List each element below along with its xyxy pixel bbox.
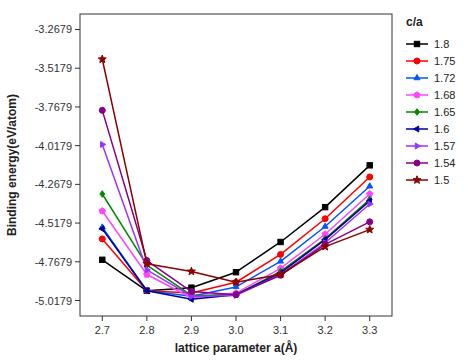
y-axis-label: Binding energy(eV/atom) bbox=[5, 94, 19, 236]
legend-marker bbox=[414, 75, 420, 80]
legend-label: 1.6 bbox=[434, 123, 449, 135]
legend-marker bbox=[414, 58, 420, 64]
x-tick bbox=[325, 316, 326, 321]
x-tick-label: 2.8 bbox=[139, 324, 154, 336]
x-tick bbox=[280, 316, 281, 321]
x-tick bbox=[191, 316, 192, 321]
point bbox=[322, 223, 328, 228]
y-tick-label: -3.2679 bbox=[35, 23, 72, 35]
legend-label: 1.5 bbox=[434, 174, 449, 186]
y-tick bbox=[75, 145, 80, 146]
y-tick-label: -4.2679 bbox=[35, 178, 72, 190]
legend: c/a 1.8 1.75 1.72 1.68 1.65 1.6 1.57 1.54 1.5 bbox=[406, 15, 455, 186]
y-tick-label: -3.5179 bbox=[35, 62, 72, 74]
legend-title: c/a bbox=[406, 15, 423, 29]
y-tick-label: -4.5179 bbox=[35, 217, 72, 229]
plot-frame bbox=[80, 14, 392, 316]
legend-marker bbox=[413, 176, 421, 184]
x-tick bbox=[102, 316, 103, 321]
legend-label: 1.54 bbox=[434, 157, 455, 169]
y-tick bbox=[75, 106, 80, 107]
point bbox=[367, 183, 373, 188]
legend-label: 1.65 bbox=[434, 106, 455, 118]
plot-data bbox=[98, 55, 373, 302]
x-tick bbox=[236, 316, 237, 321]
y-tick bbox=[75, 68, 80, 69]
legend-label: 1.68 bbox=[434, 89, 455, 101]
x-tick-label: 2.9 bbox=[184, 324, 199, 336]
legend-label: 1.75 bbox=[434, 55, 455, 67]
legend-marker bbox=[414, 41, 419, 46]
legend-marker bbox=[415, 143, 420, 149]
legend-label: 1.72 bbox=[434, 72, 455, 84]
point bbox=[143, 259, 151, 267]
point bbox=[321, 242, 329, 250]
point bbox=[233, 269, 238, 274]
y-tick bbox=[75, 223, 80, 224]
point bbox=[367, 163, 372, 168]
series-line bbox=[102, 144, 369, 296]
legend-marker bbox=[414, 126, 419, 132]
y-tick-label: -4.7679 bbox=[35, 256, 72, 268]
point bbox=[100, 191, 105, 198]
series bbox=[99, 191, 373, 301]
point bbox=[367, 174, 373, 180]
x-axis-label: lattice parameter a(Å) bbox=[175, 340, 298, 355]
series bbox=[99, 107, 372, 297]
legend-label: 1.8 bbox=[434, 38, 449, 50]
point bbox=[187, 267, 195, 275]
series bbox=[101, 141, 374, 299]
series-line bbox=[102, 110, 369, 294]
point bbox=[367, 219, 373, 225]
point bbox=[99, 107, 105, 113]
x-tick-label: 3.1 bbox=[273, 324, 288, 336]
y-tick-label: -3.7679 bbox=[35, 101, 72, 113]
legend-label: 1.57 bbox=[434, 140, 455, 152]
point bbox=[322, 204, 327, 209]
y-tick-label: -5.0179 bbox=[35, 295, 72, 307]
series-line bbox=[102, 59, 369, 282]
point bbox=[101, 141, 106, 147]
point bbox=[234, 291, 239, 298]
point bbox=[98, 55, 106, 63]
point bbox=[278, 258, 284, 263]
point bbox=[99, 208, 105, 214]
point bbox=[368, 201, 373, 207]
y-tick bbox=[75, 184, 80, 185]
legend-marker bbox=[414, 160, 420, 166]
point bbox=[232, 278, 240, 286]
point bbox=[143, 288, 148, 294]
y-tick bbox=[75, 29, 80, 30]
x-tick-label: 3.2 bbox=[317, 324, 332, 336]
point bbox=[188, 289, 194, 295]
point bbox=[100, 257, 105, 262]
point bbox=[278, 239, 283, 244]
point bbox=[322, 216, 328, 222]
legend-marker bbox=[415, 109, 420, 116]
point bbox=[277, 270, 285, 278]
axes: 2.7 2.8 2.9 3.0 3.1 3.2 3.3 -5.0179 -4.7679 -4.51… bbox=[35, 14, 392, 336]
chart: 2.7 2.8 2.9 3.0 3.1 3.2 3.3 -5.0179 -4.7679 -4.51… bbox=[0, 0, 474, 362]
series-line bbox=[102, 201, 369, 299]
series-line bbox=[102, 165, 369, 290]
x-tick-label: 3.0 bbox=[228, 324, 243, 336]
point bbox=[99, 226, 104, 232]
x-tick bbox=[146, 316, 147, 321]
y-tick-label: -4.0179 bbox=[35, 140, 72, 152]
series bbox=[98, 55, 373, 286]
y-tick bbox=[75, 261, 80, 262]
point bbox=[99, 236, 105, 242]
y-tick bbox=[75, 300, 80, 301]
x-tick-label: 2.7 bbox=[95, 324, 110, 336]
x-tick-label: 3.3 bbox=[362, 324, 377, 336]
x-tick bbox=[369, 316, 370, 321]
point bbox=[278, 251, 284, 257]
legend-marker bbox=[414, 92, 420, 98]
point bbox=[233, 292, 239, 298]
point bbox=[366, 225, 374, 233]
